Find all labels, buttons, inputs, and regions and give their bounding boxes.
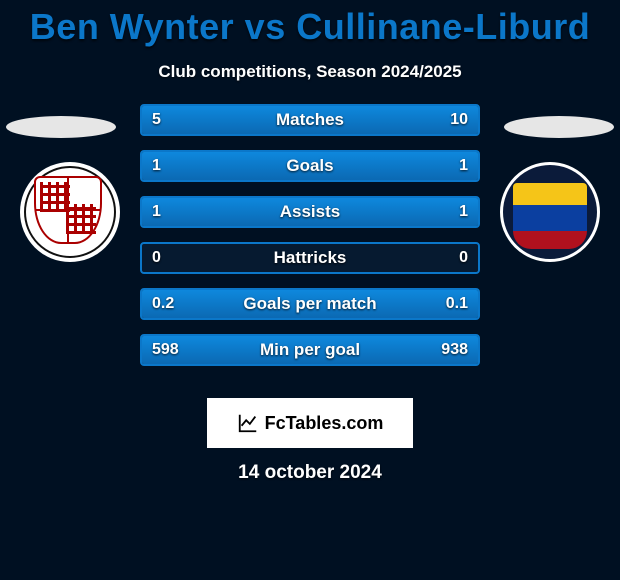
stat-value-right: 1 <box>459 198 468 226</box>
stat-value-left: 0.2 <box>152 290 174 318</box>
stat-row: 598 938Min per goal <box>140 334 480 366</box>
player-photo-placeholder-right <box>504 116 614 138</box>
date-label: 14 october 2024 <box>0 462 620 484</box>
stat-value-right: 0.1 <box>446 290 468 318</box>
chart-icon <box>237 412 259 434</box>
stat-row: 0 0Hattricks <box>140 242 480 274</box>
stat-value-left: 0 <box>152 244 161 272</box>
stat-label: Hattricks <box>142 244 478 272</box>
stat-value-right: 938 <box>441 336 468 364</box>
player-photo-placeholder-left <box>6 116 116 138</box>
stat-label: Goals <box>142 152 478 180</box>
stat-row: 1 1Goals <box>140 150 480 182</box>
comparison-panel: 510Matches11Goals11Assists00Hattricks0.2… <box>0 104 620 384</box>
page-title: Ben Wynter vs Cullinane-Liburd <box>0 0 620 48</box>
stat-row: 0.2 0.1Goals per match <box>140 288 480 320</box>
stat-label: Goals per match <box>142 290 478 318</box>
stat-label: Min per goal <box>142 336 478 364</box>
branding-box: FcTables.com <box>207 398 413 448</box>
branding-text: FcTables.com <box>265 413 384 434</box>
stat-bars: 510Matches11Goals11Assists00Hattricks0.2… <box>140 104 480 380</box>
stat-value-right: 1 <box>459 152 468 180</box>
team-badge-right <box>500 162 600 262</box>
stat-value-left: 5 <box>152 106 161 134</box>
stat-value-left: 598 <box>152 336 179 364</box>
stat-label: Assists <box>142 198 478 226</box>
stat-value-left: 1 <box>152 152 161 180</box>
stat-value-left: 1 <box>152 198 161 226</box>
subtitle: Club competitions, Season 2024/2025 <box>0 62 620 82</box>
stat-row: 5 10Matches <box>140 104 480 136</box>
team-badge-left <box>20 162 120 262</box>
stat-row: 1 1Assists <box>140 196 480 228</box>
stat-label: Matches <box>142 106 478 134</box>
stat-value-right: 0 <box>459 244 468 272</box>
stat-value-right: 10 <box>450 106 468 134</box>
